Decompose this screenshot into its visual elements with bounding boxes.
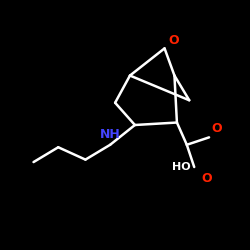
Text: O: O <box>168 34 179 47</box>
Text: O: O <box>212 122 222 135</box>
Text: NH: NH <box>100 128 120 141</box>
Text: O: O <box>202 172 212 185</box>
Text: HO: HO <box>172 162 191 172</box>
